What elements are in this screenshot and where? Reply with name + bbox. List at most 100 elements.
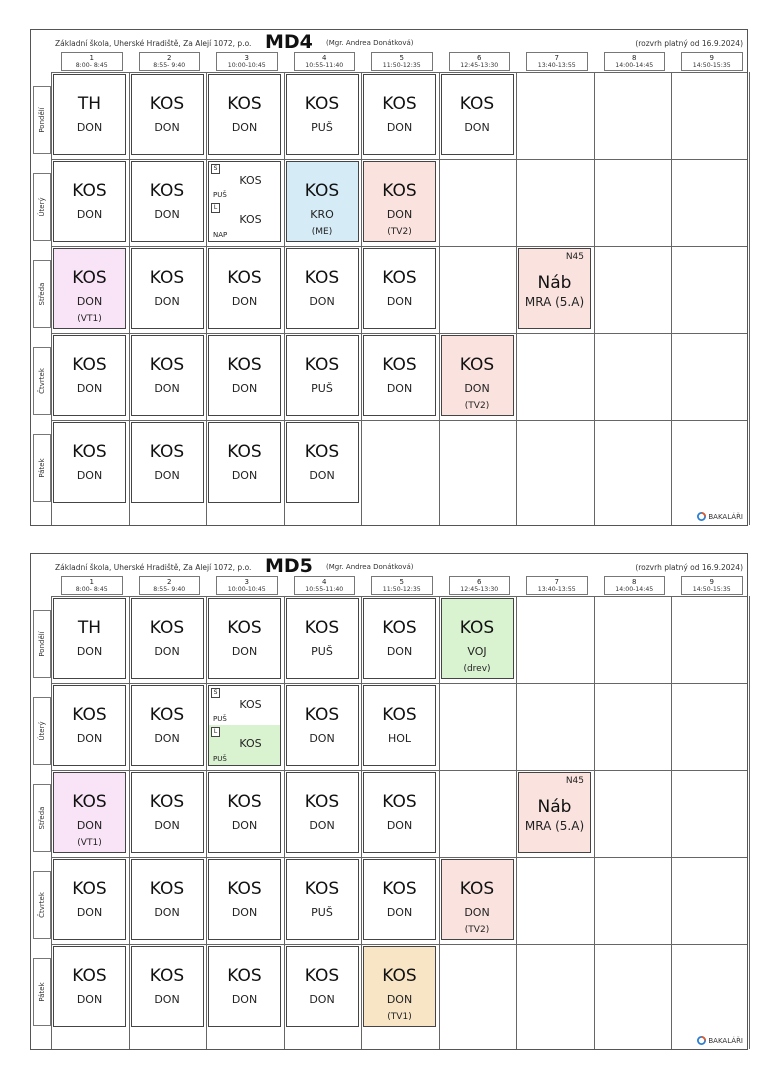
period-header: 6 12:45-13:30 <box>448 576 510 595</box>
lesson-cell[interactable]: KOS DON <box>53 422 126 503</box>
lesson-cell[interactable]: KOS DON <box>208 772 281 853</box>
lesson-cell[interactable]: KOS DON <box>363 74 436 155</box>
day-label: Středa <box>33 260 51 328</box>
lesson-subject: KOS <box>149 268 185 288</box>
lesson-cell[interactable]: KOS DON <box>130 946 204 1027</box>
lesson-cell[interactable]: KOS DON <box>130 859 204 940</box>
lesson-cell[interactable]: TH DON <box>53 598 126 679</box>
lesson-subject: KOS <box>227 442 262 462</box>
bakalari-logo-text: BAKALÁŘI <box>708 512 743 521</box>
lesson-cell[interactable]: KOS DON <box>130 74 204 155</box>
lesson-room: (VT1) <box>77 838 102 848</box>
day-label: Pondělí <box>33 610 51 678</box>
lesson-cell[interactable]: KOS KRO (ME) <box>285 161 359 242</box>
lesson-cell[interactable]: KOS DON <box>130 335 204 416</box>
lesson-cell[interactable]: KOS DON (TV2) <box>440 335 514 416</box>
teacher-name: (Mgr. Andrea Donátková) <box>326 39 414 47</box>
lesson-cell[interactable]: KOS PUŠ <box>285 598 359 679</box>
lesson-cell[interactable]: KOS DON <box>363 598 436 679</box>
lesson-subject: KOS <box>459 94 495 114</box>
lesson-subject: KOS <box>304 442 340 462</box>
period-number: 9 <box>709 54 714 62</box>
period-number: 8 <box>632 54 637 62</box>
lesson-cell[interactable]: N45 Náb MRA (5.A) <box>518 248 591 329</box>
lesson-cell[interactable]: KOS DON <box>285 422 359 503</box>
lesson-cell[interactable]: KOS PUŠ <box>285 335 359 416</box>
lesson-subject: KOS <box>72 442 107 462</box>
lesson-cell[interactable]: KOS DON <box>208 335 281 416</box>
split-lesson-group[interactable]: S KOS PUŠ <box>209 162 280 202</box>
grid-col-line <box>51 72 52 525</box>
lesson-cell[interactable]: KOS DON <box>440 74 514 155</box>
lesson-cell[interactable]: KOS DON <box>363 335 436 416</box>
lesson-cell[interactable]: KOS DON <box>53 335 126 416</box>
lesson-cell[interactable]: KOS DON <box>285 248 359 329</box>
lesson-cell[interactable]: KOS DON <box>208 422 281 503</box>
split-lesson-group[interactable]: L KOS NAP <box>209 201 280 241</box>
lesson-cell[interactable]: KOS DON <box>53 946 126 1027</box>
period-number: 6 <box>477 54 482 62</box>
grid-col-line <box>516 596 517 1049</box>
lesson-cell[interactable]: KOS VOJ (drev) <box>440 598 514 679</box>
split-lesson-group[interactable]: L KOS PUŠ <box>209 725 280 765</box>
lesson-cell[interactable]: KOS DON <box>130 161 204 242</box>
lesson-cell[interactable]: KOS DON <box>285 685 359 766</box>
lesson-cell[interactable]: KOS DON (TV1) <box>363 946 436 1027</box>
lesson-subject: KOS <box>72 705 107 725</box>
lesson-cell[interactable]: KOS DON <box>53 685 126 766</box>
split-lesson-group[interactable]: S KOS PUŠ <box>209 686 280 726</box>
lesson-teacher: DON <box>231 121 258 134</box>
lesson-cell[interactable]: KOS PUŠ <box>285 74 359 155</box>
lesson-teacher: PUŠ <box>311 645 333 658</box>
lesson-cell[interactable]: N45 Náb MRA (5.A) <box>518 772 591 853</box>
lesson-subject: KOS <box>72 268 107 288</box>
period-header: 2 8:55- 9:40 <box>138 52 200 71</box>
lesson-cell[interactable]: KOS DON <box>130 598 204 679</box>
lesson-cell[interactable]: KOS DON <box>208 859 281 940</box>
lesson-cell[interactable]: KOS DON <box>53 859 126 940</box>
lesson-cell[interactable]: S KOS PUŠ L KOS NAP <box>208 161 281 242</box>
lesson-cell[interactable]: KOS HOL <box>363 685 436 766</box>
period-header: 4 10:55-11:40 <box>293 576 355 595</box>
lesson-subject: KOS <box>227 879 262 899</box>
lesson-cell[interactable]: KOS DON <box>285 772 359 853</box>
lesson-cell[interactable]: KOS DON <box>130 422 204 503</box>
lesson-cell[interactable]: KOS PUŠ <box>285 859 359 940</box>
lesson-cell[interactable]: KOS DON <box>53 161 126 242</box>
lesson-teacher: DON <box>309 295 335 308</box>
lesson-cell[interactable]: KOS DON <box>130 248 204 329</box>
lesson-cell[interactable]: KOS DON <box>208 74 281 155</box>
period-header: 7 13:40-13:55 <box>526 52 588 71</box>
lesson-cell[interactable]: KOS DON <box>208 946 281 1027</box>
room-note: N45 <box>565 252 584 262</box>
lesson-cell[interactable]: KOS DON <box>363 772 436 853</box>
group-marker: L <box>211 727 220 737</box>
lesson-cell[interactable]: S KOS PUŠ L KOS PUŠ <box>208 685 281 766</box>
lesson-teacher: DON <box>76 819 103 832</box>
lesson-teacher: DON <box>154 469 180 482</box>
lesson-cell[interactable]: KOS DON (TV2) <box>440 859 514 940</box>
lesson-subject: KOS <box>382 618 417 638</box>
lesson-subject: KOS <box>382 705 417 725</box>
lesson-cell[interactable]: KOS DON <box>363 859 436 940</box>
lesson-cell[interactable]: KOS DON <box>285 946 359 1027</box>
lesson-cell[interactable]: KOS DON (VT1) <box>53 772 126 853</box>
lesson-cell[interactable]: KOS DON <box>130 772 204 853</box>
period-header: 3 10:00-10:45 <box>216 576 278 595</box>
lesson-cell[interactable]: KOS DON <box>208 598 281 679</box>
lesson-subject: KOS <box>239 737 262 750</box>
validity-note: (rozvrh platný od 16.9.2024) <box>635 563 743 572</box>
lesson-cell[interactable]: KOS DON (VT1) <box>53 248 126 329</box>
lesson-cell[interactable]: TH DON <box>53 74 126 155</box>
period-header: 4 10:55-11:40 <box>293 52 355 71</box>
lesson-cell[interactable]: KOS DON <box>130 685 204 766</box>
lesson-cell[interactable]: KOS DON (TV2) <box>363 161 436 242</box>
lesson-room: (TV2) <box>464 925 490 935</box>
lesson-cell[interactable]: KOS DON <box>363 248 436 329</box>
lesson-cell[interactable]: KOS DON <box>208 248 281 329</box>
period-number: 4 <box>322 54 327 62</box>
validity-note: (rozvrh platný od 16.9.2024) <box>635 39 743 48</box>
room-note: N45 <box>565 776 584 786</box>
lesson-teacher: DON <box>464 382 490 395</box>
period-header: 1 8:00- 8:45 <box>61 576 123 595</box>
